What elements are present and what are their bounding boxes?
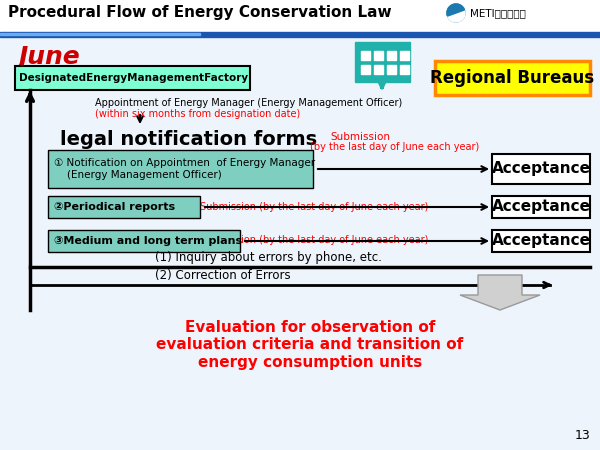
- Bar: [492, 230, 590, 252]
- Text: June: June: [18, 45, 80, 69]
- Bar: [48, 230, 240, 252]
- Bar: [400, 51, 409, 60]
- Bar: [355, 42, 410, 82]
- Bar: [361, 51, 370, 60]
- Text: (by the last day of June each year): (by the last day of June each year): [310, 142, 479, 152]
- Text: (within six months from designation date): (within six months from designation date…: [95, 109, 300, 119]
- Bar: [48, 150, 313, 188]
- Polygon shape: [460, 275, 540, 310]
- Bar: [400, 65, 409, 74]
- Bar: [387, 65, 396, 74]
- Text: Acceptance: Acceptance: [491, 162, 590, 176]
- Bar: [492, 154, 590, 184]
- Text: Appointment of Energy Manager (Energy Management Officer): Appointment of Energy Manager (Energy Ma…: [95, 98, 402, 108]
- Bar: [387, 51, 396, 60]
- Text: Procedural Flow of Energy Conservation Law: Procedural Flow of Energy Conservation L…: [8, 5, 392, 21]
- Bar: [15, 66, 250, 90]
- Text: ③Medium and long term plans: ③Medium and long term plans: [54, 236, 242, 246]
- Bar: [48, 196, 200, 218]
- Text: (Energy Management Officer): (Energy Management Officer): [54, 170, 222, 180]
- Text: Acceptance: Acceptance: [491, 199, 590, 215]
- Bar: [361, 65, 370, 74]
- Bar: [0, 32, 600, 37]
- Bar: [0, 0, 600, 32]
- Text: ②Periodical reports: ②Periodical reports: [54, 202, 175, 212]
- Wedge shape: [448, 10, 465, 22]
- Text: (2) Correction of Errors: (2) Correction of Errors: [155, 269, 290, 282]
- Text: Submission: Submission: [330, 132, 390, 142]
- Text: METI経済産業省: METI経済産業省: [470, 8, 526, 18]
- Text: DesignatedEnergyManagementFactory: DesignatedEnergyManagementFactory: [19, 73, 248, 83]
- Text: Regional Bureaus: Regional Bureaus: [430, 69, 594, 87]
- Bar: [0, 33, 200, 35]
- Text: ① Notification on Appointmen  of Energy Manager: ① Notification on Appointmen of Energy M…: [54, 158, 315, 168]
- Text: Evaluation for observation of
evaluation criteria and transition of
energy consu: Evaluation for observation of evaluation…: [157, 320, 464, 370]
- Text: legal notification forms: legal notification forms: [60, 130, 317, 149]
- Text: (1) Inquiry about errors by phone, etc.: (1) Inquiry about errors by phone, etc.: [155, 251, 382, 264]
- Bar: [374, 65, 383, 74]
- Text: 13: 13: [574, 429, 590, 442]
- Text: Submission (by the last day of June each year): Submission (by the last day of June each…: [200, 202, 428, 212]
- Bar: [492, 196, 590, 218]
- Wedge shape: [447, 4, 464, 16]
- Circle shape: [447, 4, 465, 22]
- Text: Acceptance: Acceptance: [491, 234, 590, 248]
- Bar: [435, 61, 590, 95]
- Text: Submission (by the last day of June each year): Submission (by the last day of June each…: [200, 235, 428, 245]
- Bar: [374, 51, 383, 60]
